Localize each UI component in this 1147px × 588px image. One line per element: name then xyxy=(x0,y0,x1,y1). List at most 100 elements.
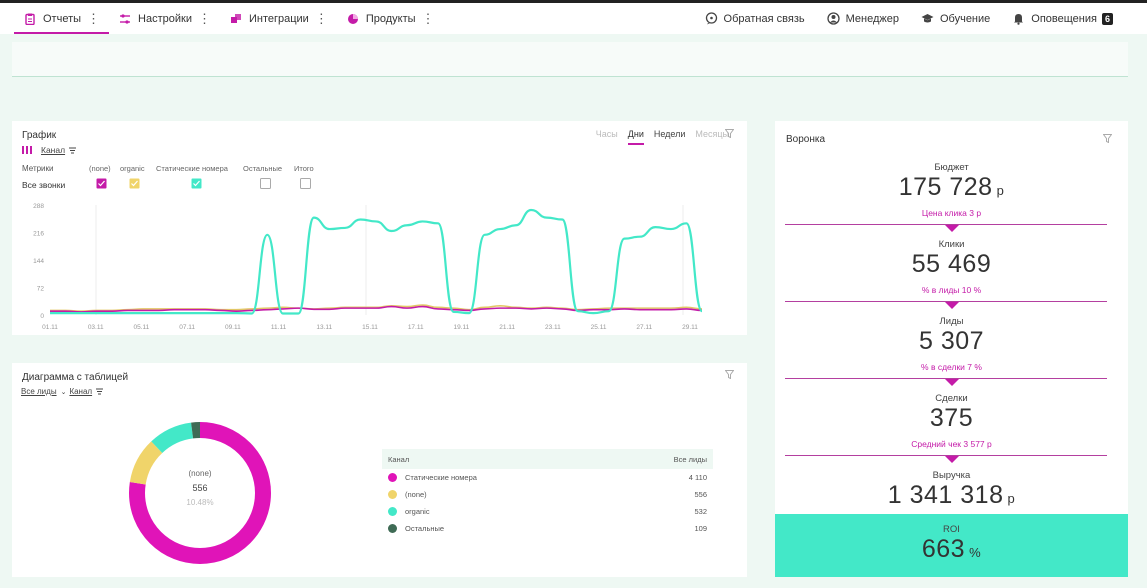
x-tick-label: 03.11 xyxy=(88,324,104,331)
series-line xyxy=(49,305,703,313)
funnel-divider xyxy=(785,378,1107,379)
table-header-channel: Канал xyxy=(388,454,410,464)
nav-notifications[interactable]: Оповещения 6 xyxy=(1012,12,1113,25)
stage-value: 1 341 318 р xyxy=(775,481,1128,510)
tab-hours[interactable]: Часы xyxy=(595,129,618,139)
stage-unit: р xyxy=(996,183,1005,198)
filter-icon[interactable] xyxy=(725,370,734,379)
nav-integrations[interactable]: Интеграции ⋮ xyxy=(220,3,337,34)
stage-label: Клики xyxy=(938,239,965,250)
x-tick-label: 05.11 xyxy=(134,324,150,331)
donut-center-label: (none) xyxy=(188,469,212,478)
more-dots-icon[interactable]: ⋮ xyxy=(197,10,211,26)
funnel-stage-clicks: Клики 55 469 % в лиды 10 % xyxy=(775,239,1128,295)
donut-slice[interactable] xyxy=(129,422,271,564)
nav-feedback[interactable]: Обратная связь xyxy=(705,12,805,25)
stage-value-number: 375 xyxy=(929,404,974,432)
more-dots-icon[interactable]: ⋮ xyxy=(421,10,435,26)
row-name: (none) xyxy=(405,490,427,499)
nav-reports[interactable]: Отчеты ⋮ xyxy=(14,3,110,34)
stage-sub: % в сделки 7 % xyxy=(921,362,982,372)
legend-static: Статические номера xyxy=(156,164,228,173)
more-dots-icon[interactable]: ⋮ xyxy=(87,10,100,26)
table-row[interactable]: Статические номера 4 110 xyxy=(382,469,713,486)
y-tick-label: 216 xyxy=(33,231,44,238)
nav-manager[interactable]: Менеджер xyxy=(826,12,899,25)
x-tick-label: 01.11 xyxy=(42,324,58,331)
stage-unit: р xyxy=(1007,491,1016,506)
header-strip xyxy=(12,42,1128,77)
nav-integrations-label: Интеграции xyxy=(248,12,309,25)
legend-static-label: Статические номера xyxy=(156,164,228,173)
roi-block: ROI 663% xyxy=(775,514,1128,577)
sliders-icon xyxy=(120,13,131,24)
notifications-badge: 6 xyxy=(1101,12,1113,25)
y-tick-label: 72 xyxy=(37,286,45,293)
filter-icon[interactable] xyxy=(725,129,734,138)
nav-notifications-label: Оповещения xyxy=(1031,12,1097,25)
chevron-down-icon[interactable]: ⌄ xyxy=(60,388,67,396)
nav-left: Отчеты ⋮ Настройки ⋮ Интеграции ⋮ Продук… xyxy=(14,3,444,34)
nav-training[interactable]: Обучение xyxy=(921,12,990,25)
x-tick-label: 07.11 xyxy=(179,324,195,331)
row-name: Остальные xyxy=(405,524,445,533)
table-row[interactable]: (none) 556 xyxy=(382,486,713,503)
diagram-title: Диаграмма с таблицей xyxy=(22,372,129,383)
filter-icon[interactable] xyxy=(1103,134,1112,143)
more-dots-icon[interactable]: ⋮ xyxy=(314,10,328,26)
nav-products-label: Продукты xyxy=(365,12,416,25)
donut-chart xyxy=(129,422,271,564)
row-value: 532 xyxy=(694,507,707,516)
bell-icon xyxy=(1014,14,1024,25)
puzzle-icon xyxy=(230,13,241,23)
funnel-arrow xyxy=(945,302,959,309)
roi-number: 663 xyxy=(921,535,966,563)
top-navigation: Отчеты ⋮ Настройки ⋮ Интеграции ⋮ Продук… xyxy=(0,0,1147,34)
checkbox-organic[interactable] xyxy=(129,178,140,189)
funnel-panel: Воронка Бюджет 175 728 р Цена клика 3 р К… xyxy=(775,121,1128,577)
table-header-leads: Все лиды xyxy=(673,454,707,464)
x-tick-label: 11.11 xyxy=(271,324,287,331)
tab-weeks[interactable]: Недели xyxy=(653,129,686,139)
y-tick-label: 0 xyxy=(40,313,44,320)
stage-label: Выручка xyxy=(932,470,971,481)
pie-icon xyxy=(347,13,358,24)
checkbox-other[interactable] xyxy=(260,178,271,189)
legend-total-label: Итого xyxy=(294,164,314,173)
funnel-arrow xyxy=(945,379,959,386)
checkbox-static[interactable] xyxy=(191,178,202,189)
diagram-group-label[interactable]: Канал xyxy=(69,387,93,396)
x-tick-label: 23.11 xyxy=(545,324,561,331)
graph-group-selector[interactable]: Канал xyxy=(22,145,77,155)
stage-value: 175 728 р xyxy=(775,173,1128,202)
legend-other: Остальные xyxy=(243,164,282,173)
stage-value-number: 55 469 xyxy=(911,250,992,278)
table-row[interactable]: organic 532 xyxy=(382,503,713,520)
legend-none: (none) xyxy=(89,164,111,173)
funnel-arrow xyxy=(945,456,959,463)
nav-settings[interactable]: Настройки ⋮ xyxy=(109,3,220,34)
graduation-cap-icon xyxy=(921,14,934,23)
nav-products[interactable]: Продукты ⋮ xyxy=(337,3,444,34)
table-row[interactable]: Остальные 109 xyxy=(382,520,713,537)
row-value: 109 xyxy=(694,524,707,533)
columns-icon xyxy=(22,146,32,154)
nav-reports-label: Отчеты xyxy=(43,12,82,25)
checkbox-none[interactable] xyxy=(96,178,107,189)
x-tick-label: 27.11 xyxy=(636,324,652,331)
y-tick-label: 288 xyxy=(33,203,44,210)
tab-days[interactable]: Дни xyxy=(627,129,644,145)
metrics-label: Метрики xyxy=(22,164,54,173)
roi-value: 663% xyxy=(775,535,1128,564)
line-chart: 0 72 144 216 288 01.11 03.11 05.11 07.11 09.11 11.… xyxy=(33,203,704,331)
checkbox-total[interactable] xyxy=(300,178,311,189)
funnel-stage-deals: Сделки 375 Средний чек 3 577 р xyxy=(775,393,1128,449)
stage-label: Сделки xyxy=(935,393,968,404)
legend-organic-label: organic xyxy=(120,164,145,173)
series-dot xyxy=(388,490,397,499)
leads-selector[interactable]: Все лиды xyxy=(21,387,57,396)
tab-months[interactable]: Месяцы xyxy=(695,129,729,139)
x-tick-label: 21.11 xyxy=(499,324,515,331)
series-dot xyxy=(388,473,397,482)
row-value: 4 110 xyxy=(688,473,707,482)
